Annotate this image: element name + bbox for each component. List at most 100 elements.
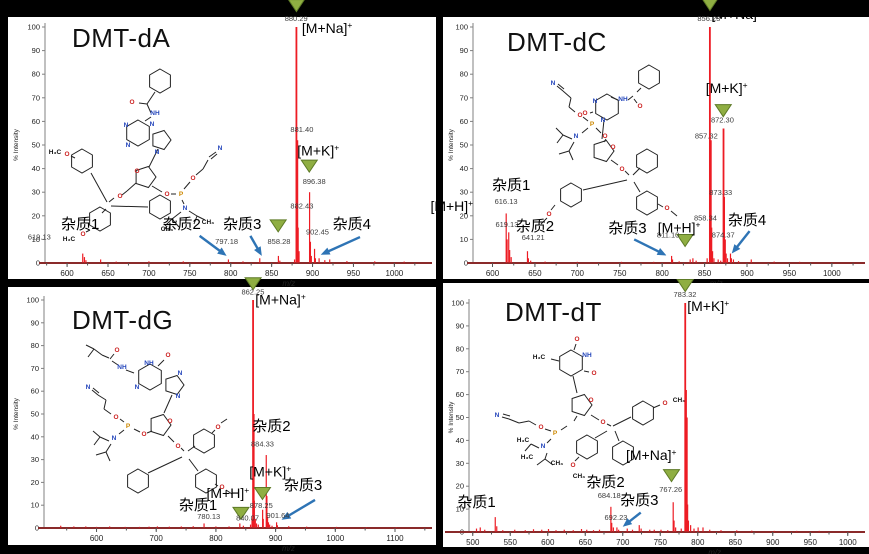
atom-label: N <box>155 149 160 156</box>
svg-text:0: 0 <box>35 524 39 533</box>
atom-label: P <box>126 423 131 430</box>
svg-text:950: 950 <box>804 538 818 547</box>
svg-text:750: 750 <box>183 269 197 278</box>
atom-label: O <box>577 112 582 119</box>
atom-label: H₃C <box>63 236 76 243</box>
atom-label: N <box>176 393 181 400</box>
triangle-marker-icon <box>662 469 681 483</box>
spectrum: 0 10 20 30 40 50 60 70 80 90 100 % Intensity 600 700 8… <box>13 296 432 553</box>
atom-label: O <box>582 110 587 117</box>
svg-text:% Intensity: % Intensity <box>13 128 20 161</box>
svg-text:857.32: 857.32 <box>695 131 718 140</box>
impurity-label: 杂质2 <box>162 216 200 233</box>
svg-text:m/z: m/z <box>282 544 295 553</box>
impurity-arrows <box>198 234 361 256</box>
peak-marker-triangles <box>662 279 695 483</box>
atom-label: O <box>134 168 139 175</box>
triangle-marker-icon <box>714 104 733 118</box>
triangle-marker-icon <box>253 487 272 501</box>
panel-title: DMT-dT <box>505 297 602 327</box>
triangle-marker-icon <box>232 506 250 521</box>
atom-label: NH <box>582 352 592 359</box>
spectrum-panel-dmt-da: DMT-dA O NH N N N N O O P O N N O H₃C O H₃C O CH₃ CH₃ 0 10 2… <box>8 0 436 288</box>
svg-text:872.30: 872.30 <box>711 116 734 125</box>
atom-label: N <box>218 145 223 152</box>
svg-text:50: 50 <box>32 141 40 150</box>
svg-text:50: 50 <box>31 410 39 419</box>
svg-text:650: 650 <box>101 269 115 278</box>
impurity-arrows <box>622 511 642 527</box>
svg-text:40: 40 <box>31 432 39 441</box>
svg-text:650: 650 <box>528 269 542 278</box>
panel-title: DMT-dA <box>72 23 171 53</box>
svg-text:50: 50 <box>456 413 464 422</box>
arrow-head-icon <box>622 518 633 527</box>
svg-text:0: 0 <box>36 259 40 268</box>
svg-text:902.45: 902.45 <box>306 228 329 237</box>
molecule-skeleton: O NH NH O N N N N O P N O O O O O <box>86 344 233 495</box>
svg-text:100: 100 <box>26 296 39 305</box>
impurity-label: 杂质4 <box>728 212 766 229</box>
ion-label: [M+H]+ <box>658 219 701 235</box>
arrow-head-icon <box>320 247 331 255</box>
atom-label: N <box>178 370 183 377</box>
svg-text:850: 850 <box>729 538 743 547</box>
impurity-label: 杂质3 <box>620 492 658 509</box>
svg-text:90: 90 <box>31 318 39 327</box>
impurity-label: 杂质3 <box>223 216 261 233</box>
atom-label: NH <box>144 360 154 367</box>
impurity-label: 杂质3 <box>284 477 322 494</box>
arrow-head-icon <box>254 246 262 256</box>
atom-label: CH₃ <box>551 460 563 467</box>
atom-label: CH₃ <box>202 219 214 226</box>
atom-label: O <box>129 99 134 106</box>
atom-label: NH <box>618 96 628 103</box>
triangle-marker-icon <box>300 159 319 174</box>
atom-label: N <box>112 435 117 442</box>
ion-label: [M+Na]+ <box>626 447 677 463</box>
molecule-structure-dmt-dg: O NH NH O N N N N O P N O O O O O <box>86 344 233 495</box>
atom-label: O <box>538 424 543 431</box>
atom-label: N <box>183 205 188 212</box>
triangle-marker-icon <box>676 233 695 248</box>
atom-label: O <box>546 211 551 218</box>
atom-label: N <box>150 121 155 128</box>
atom-label: O <box>602 133 607 140</box>
peak-marker-triangles <box>232 277 272 521</box>
svg-text:600: 600 <box>90 534 104 543</box>
atom-label: O <box>662 400 667 407</box>
impurity-label: 杂质4 <box>333 216 371 233</box>
svg-text:840.07: 840.07 <box>236 514 259 523</box>
mass-spectrum-plot: 0 10 20 30 40 50 60 70 80 90 100 % Intensity 600 650 7… <box>430 0 865 288</box>
atom-label: P <box>179 191 184 198</box>
svg-text:900: 900 <box>740 269 754 278</box>
svg-text:700: 700 <box>150 534 164 543</box>
svg-text:600: 600 <box>541 538 555 547</box>
impurity-arrows <box>633 230 751 256</box>
svg-text:619.13: 619.13 <box>495 220 518 229</box>
atom-label: O <box>637 103 642 110</box>
impurity-label: 杂质3 <box>608 220 646 237</box>
svg-text:100: 100 <box>451 299 464 308</box>
svg-text:90: 90 <box>456 321 464 330</box>
spectrum: 0 10 20 30 40 50 60 70 80 90 100 % Intensity 600 650 7… <box>13 23 432 288</box>
svg-text:783.32: 783.32 <box>674 290 697 299</box>
svg-text:20: 20 <box>32 211 40 220</box>
svg-text:30: 30 <box>31 455 39 464</box>
atom-label: NH <box>117 364 127 371</box>
ion-label: [M+Na]+ <box>302 20 353 36</box>
atom-label: N <box>541 443 546 450</box>
svg-text:750: 750 <box>613 269 627 278</box>
svg-text:900: 900 <box>766 538 780 547</box>
ion-label: [M+Na]+ <box>711 6 762 22</box>
svg-text:878.25: 878.25 <box>250 501 273 510</box>
svg-text:1000: 1000 <box>839 538 857 547</box>
atom-label: O <box>619 166 624 173</box>
svg-text:619.13: 619.13 <box>28 232 51 241</box>
svg-text:900: 900 <box>269 534 283 543</box>
atom-label: O <box>165 352 170 359</box>
atom-label: N <box>86 384 91 391</box>
